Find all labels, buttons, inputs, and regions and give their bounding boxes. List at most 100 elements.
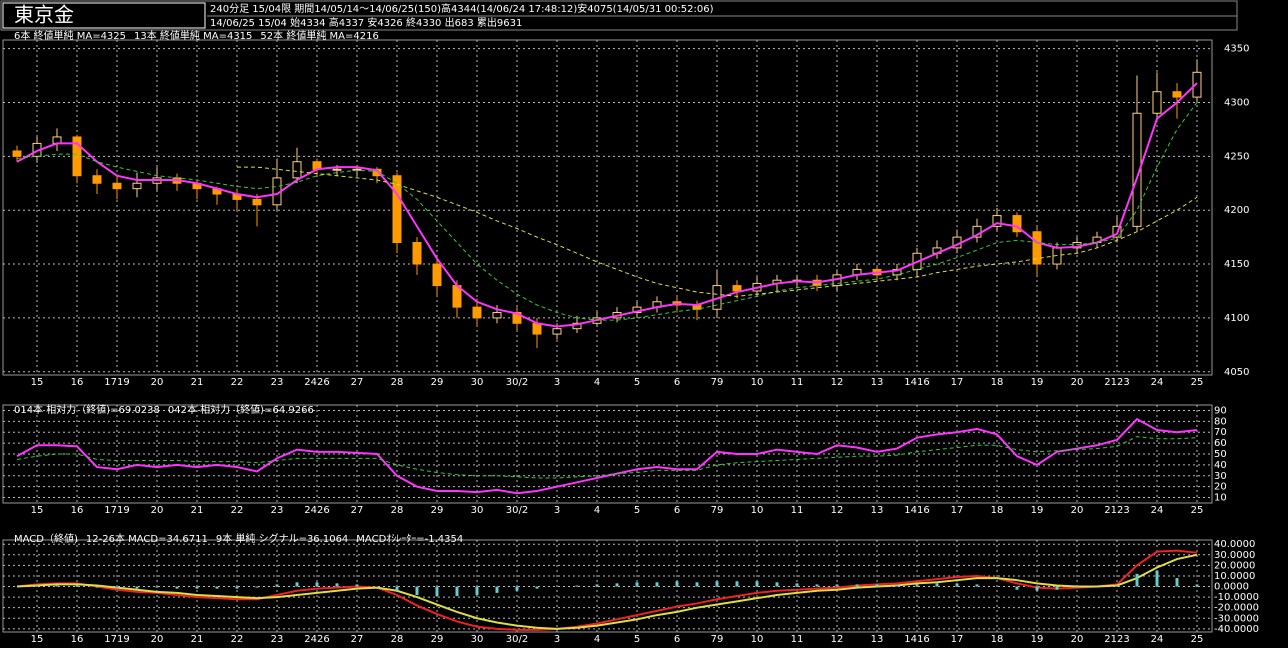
histogram-bar	[135, 586, 139, 589]
candle-body	[72, 136, 82, 177]
histogram-bar	[1135, 573, 1139, 587]
x-tick-label: 30/2	[506, 377, 528, 388]
histogram-bar	[295, 582, 299, 587]
x-tick-label: 5	[634, 634, 640, 645]
y-tick-label: 40.0000	[1214, 539, 1255, 550]
histogram-bar	[355, 584, 359, 587]
histogram-bar	[775, 582, 779, 587]
y-tick-label: 40	[1214, 460, 1227, 471]
histogram-bar	[735, 581, 739, 587]
series-line	[16, 553, 1198, 630]
x-tick-label: 27	[351, 634, 364, 645]
x-tick-label: 23	[271, 377, 284, 388]
y-tick-label: 4100	[1224, 313, 1249, 324]
x-tick-label: 20	[1071, 505, 1084, 516]
x-tick-label: 6	[674, 634, 680, 645]
histogram-bar	[435, 586, 439, 597]
histogram-bar	[315, 582, 319, 587]
histogram-bar	[815, 584, 819, 587]
x-tick-label: 24	[1151, 505, 1164, 516]
histogram-bar	[835, 584, 839, 587]
x-tick-label: 19	[1031, 377, 1044, 388]
candle-body	[112, 182, 122, 190]
histogram-bar	[235, 586, 239, 589]
histogram-bar	[215, 586, 219, 589]
x-tick-label: 27	[351, 377, 364, 388]
y-tick-label: 20.0000	[1214, 560, 1255, 571]
x-tick-label: 1416	[904, 377, 929, 388]
histogram-bar	[755, 581, 759, 587]
histogram-bar	[1115, 585, 1119, 587]
x-tick-label: 21	[191, 377, 204, 388]
y-tick-label: -10.0000	[1214, 592, 1259, 603]
candle-body	[492, 312, 502, 319]
legend-entry: MACD（終値)	[14, 532, 78, 545]
candle-body	[1152, 91, 1162, 114]
histogram-bar	[195, 586, 199, 589]
histogram-bar	[1155, 570, 1159, 587]
legend-entry: MACDｵｼﾚｰﾀｰ=-1.4354	[356, 533, 463, 545]
x-tick-label: 21	[191, 505, 204, 516]
histogram-bar	[595, 584, 599, 587]
histogram-bar	[1035, 586, 1039, 591]
candle-body	[432, 263, 442, 287]
y-tick-label: 50	[1214, 449, 1227, 460]
y-tick-label: 4050	[1224, 367, 1249, 378]
x-tick-label: 17	[951, 377, 964, 388]
y-tick-label: 60	[1214, 438, 1227, 449]
histogram-bar	[975, 584, 979, 587]
subtitle: 14/06/25 15/04 始4334 高4337 安4326 終4330 出…	[210, 16, 522, 29]
candle-body	[372, 168, 382, 177]
x-tick-label: 13	[871, 634, 884, 645]
y-tick-label: 10.0000	[1214, 571, 1255, 582]
candle-body	[1172, 91, 1182, 98]
x-tick-label: 10	[751, 505, 764, 516]
candle-body	[332, 168, 342, 171]
histogram-bar	[675, 581, 679, 587]
candle-body	[412, 242, 422, 265]
x-tick-label: 1416	[904, 505, 929, 516]
histogram-bar	[455, 586, 459, 597]
histogram-bar	[335, 583, 339, 587]
y-tick-label: 4200	[1224, 205, 1249, 216]
histogram-bar	[475, 586, 479, 595]
candle-body	[92, 175, 102, 184]
x-tick-label: 30/2	[506, 634, 528, 645]
x-tick-label: 3	[554, 634, 560, 645]
histogram-bar	[855, 584, 859, 587]
histogram-bar	[495, 586, 499, 593]
histogram-bar	[635, 582, 639, 587]
x-tick-label: 12	[831, 634, 844, 645]
candle-body	[512, 312, 522, 324]
candle-body	[992, 215, 1002, 227]
x-tick-label: 16	[71, 505, 84, 516]
y-tick-label: 4250	[1224, 151, 1249, 162]
candle-body	[1192, 71, 1202, 98]
x-tick-label: 20	[1071, 634, 1084, 645]
x-tick-label: 17	[951, 505, 964, 516]
histogram-bar	[175, 586, 179, 589]
y-tick-label: 4350	[1224, 44, 1249, 55]
x-tick-label: 20	[151, 377, 164, 388]
chart-title: 東京金	[14, 3, 74, 27]
histogram-bar	[1075, 586, 1079, 588]
x-tick-label: 16	[71, 377, 84, 388]
candle-body	[532, 322, 542, 335]
y-tick-label: 90	[1214, 405, 1227, 416]
x-tick-label: 18	[991, 377, 1004, 388]
x-tick-label: 30	[471, 505, 484, 516]
histogram-bar	[715, 581, 719, 587]
x-tick-label: 15	[31, 634, 44, 645]
x-tick-label: 3	[554, 377, 560, 388]
x-tick-label: 5	[634, 505, 640, 516]
x-tick-label: 30/2	[506, 505, 528, 516]
subtitle: 240分足 15/04限 期間14/05/14～14/06/25(150)高43…	[210, 2, 714, 15]
x-tick-label: 3	[554, 505, 560, 516]
x-tick-label: 12	[831, 377, 844, 388]
histogram-bar	[115, 586, 119, 589]
y-tick-label: 80	[1214, 416, 1227, 427]
x-tick-label: 30	[471, 634, 484, 645]
x-tick-label: 1719	[104, 634, 129, 645]
